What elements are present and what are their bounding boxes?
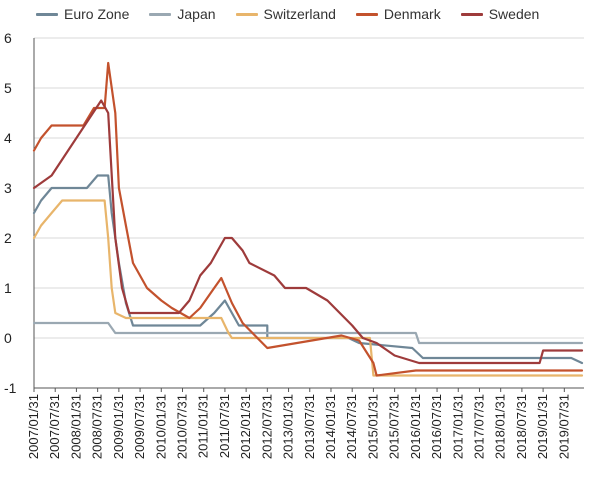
axes (33, 38, 584, 392)
x-tick-label: 2015/01/31 (365, 394, 380, 459)
legend-item-japan: Japan (149, 6, 216, 22)
x-tick-label: 2012/07/31 (259, 394, 274, 459)
x-tick-labels: 2007/01/31 2007/07/31 2008/01/31 2008/07/31… (26, 394, 571, 459)
x-tick-label: 2014/01/31 (323, 394, 338, 459)
x-tick-label: 2017/01/31 (450, 394, 465, 459)
legend-swatch (460, 12, 483, 16)
x-tick-label: 2018/07/31 (514, 394, 529, 459)
legend-swatch (355, 12, 378, 16)
y-tick-labels: -1 0 1 2 3 4 5 6 (4, 30, 17, 396)
series-line-sweden (32, 99, 584, 365)
y-tick-label: 2 (4, 230, 12, 246)
x-tick-label: 2013/07/31 (302, 394, 317, 459)
x-tick-label: 2012/01/31 (238, 394, 253, 459)
legend-item-switzerland: Switzerland (235, 6, 336, 22)
legend-swatch (36, 12, 58, 16)
x-tick-label: 2011/01/31 (196, 394, 211, 458)
y-tick-label: 3 (4, 180, 12, 196)
x-tick-label: 2008/01/31 (68, 394, 83, 459)
x-tick-label: 2019/07/31 (556, 394, 571, 459)
legend-item-euro-zone: Euro Zone (36, 6, 129, 22)
x-tick-label: 2016/01/31 (408, 394, 423, 459)
legend-item-sweden: Sweden (460, 6, 540, 22)
x-tick-label: 2013/01/31 (281, 394, 296, 459)
series-line-euro-zone (32, 174, 584, 365)
y-tick-label: 0 (4, 330, 12, 346)
x-tick-label: 2018/01/31 (493, 394, 508, 459)
legend-label: Japan (177, 6, 216, 22)
series-lines (32, 61, 584, 377)
series-line-denmark (32, 61, 584, 377)
y-tick-label: 6 (4, 30, 12, 46)
series-line-japan (32, 321, 584, 345)
legend-swatch (235, 12, 258, 16)
x-tick-label: 2017/07/31 (471, 394, 486, 459)
x-tick-label: 2010/01/31 (153, 394, 168, 459)
x-tick-label: 2009/07/31 (132, 394, 147, 459)
x-tick-label: 2008/07/31 (90, 394, 105, 459)
x-tick-label: 2014/07/31 (344, 394, 359, 459)
x-tick-label: 2007/07/31 (47, 394, 62, 459)
legend-label: Euro Zone (64, 6, 130, 22)
gridlines (34, 37, 584, 389)
y-tick-label: 1 (4, 280, 12, 296)
x-tick-label: 2015/07/31 (387, 394, 402, 459)
x-tick-label: 2011/07/31 (217, 394, 232, 458)
x-tick-label: 2010/07/31 (174, 394, 189, 459)
x-tick-label: 2007/01/31 (26, 394, 41, 459)
chart-legend: Euro Zone Japan Switzerland Denmark Sweden (36, 6, 539, 22)
y-tick-label: 5 (4, 80, 12, 96)
x-tick-label: 2016/07/31 (429, 394, 444, 459)
legend-label: Denmark (383, 6, 441, 22)
legend-label: Switzerland (263, 6, 336, 22)
legend-label: Sweden (488, 6, 540, 22)
y-tick-label: 4 (4, 130, 12, 146)
y-tick-label: -1 (4, 380, 17, 396)
legend-swatch (149, 12, 172, 16)
x-tick-label: 2009/01/31 (111, 394, 126, 459)
x-tick-label: 2019/01/31 (535, 394, 550, 459)
legend-item-denmark: Denmark (355, 6, 441, 22)
